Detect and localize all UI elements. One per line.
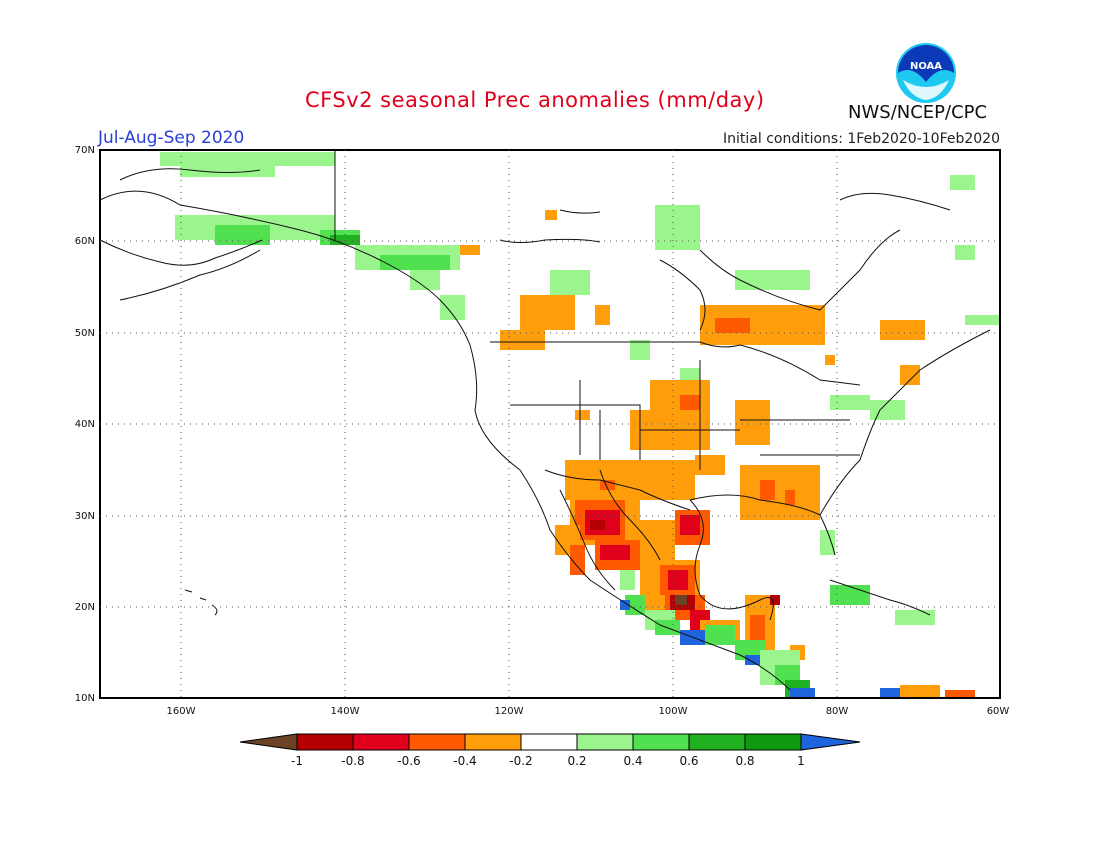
- colorbar-swatch-7: [632, 733, 690, 751]
- lat-label-70n: 70N: [75, 145, 95, 156]
- lon-label-100w: 100W: [659, 706, 688, 717]
- colorbar-swatch-0: [239, 733, 298, 751]
- lon-label-120w: 120W: [495, 706, 524, 717]
- colorbar-swatch-2: [352, 733, 410, 751]
- colorbar-label: 0.8: [735, 754, 754, 768]
- lon-label-140w: 140W: [331, 706, 360, 717]
- colorbar-swatch-9: [744, 733, 802, 751]
- colorbar-label: 0.6: [679, 754, 698, 768]
- colorbar-swatch-10: [800, 733, 861, 751]
- anomaly-shading: [160, 152, 1000, 698]
- lon-label-60w: 60W: [987, 706, 1010, 717]
- colorbar-swatch-4: [464, 733, 522, 751]
- latitude-labels: 70N 60N 50N 40N 30N 20N 10N: [75, 145, 95, 704]
- colorbar-label: -0.6: [397, 754, 420, 768]
- map-title: CFSv2 seasonal Prec anomalies (mm/day): [305, 88, 765, 112]
- lat-label-30n: 30N: [75, 511, 95, 522]
- lon-label-160w: 160W: [167, 706, 196, 717]
- initial-conditions-label: Initial conditions: 1Feb2020-10Feb2020: [723, 131, 1000, 147]
- gridlines: [100, 150, 1000, 698]
- agency-label: NWS/NCEP/CPC: [848, 102, 988, 123]
- political-borders: [334, 150, 861, 511]
- colorbar-label: -0.4: [453, 754, 476, 768]
- colorbar-swatch-1: [296, 733, 354, 751]
- noaa-logo-text: NOAA: [910, 61, 942, 72]
- colorbar-label: -0.8: [341, 754, 364, 768]
- lat-label-50n: 50N: [75, 328, 95, 339]
- coastlines: [99, 168, 991, 691]
- colorbar-label: 0.2: [567, 754, 586, 768]
- colorbar-label: 1: [797, 754, 805, 768]
- lat-label-20n: 20N: [75, 602, 95, 613]
- colorbar-label: -0.2: [509, 754, 532, 768]
- longitude-labels: 160W 140W 120W 100W 80W 60W: [167, 706, 1010, 717]
- lat-label-10n: 10N: [75, 693, 95, 704]
- colorbar-swatch-5: [520, 733, 578, 751]
- colorbar-swatch-8: [688, 733, 746, 751]
- season-label: Jul-Aug-Sep 2020: [98, 128, 245, 148]
- colorbar: -1 -0.8 -0.6 -0.4 -0.2 0.2 0.4 0.6 0.8 1: [239, 733, 861, 768]
- lon-label-80w: 80W: [826, 706, 849, 717]
- colorbar-swatch-6: [576, 733, 634, 751]
- colorbar-swatch-3: [408, 733, 466, 751]
- colorbar-label: -1: [291, 754, 303, 768]
- colorbar-label: 0.4: [623, 754, 642, 768]
- lat-label-40n: 40N: [75, 419, 95, 430]
- lat-label-60n: 60N: [75, 236, 95, 247]
- noaa-logo-icon: NOAA: [896, 43, 956, 103]
